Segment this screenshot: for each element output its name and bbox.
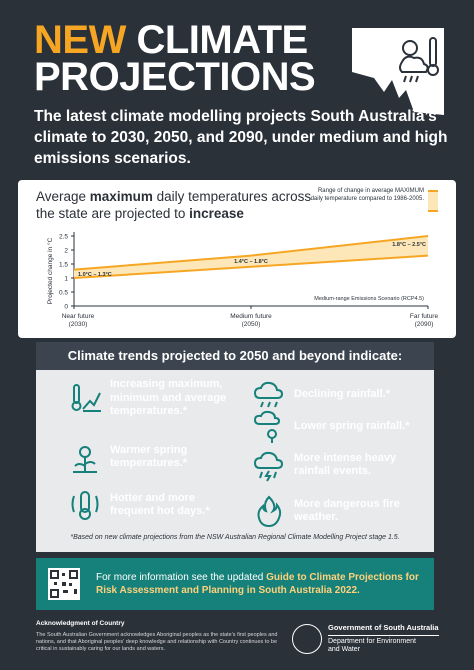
chart-heading-bold2: increase bbox=[189, 206, 244, 221]
south-australia-map-icon bbox=[352, 28, 444, 115]
spring-rain-icon bbox=[253, 410, 281, 443]
chart-heading-mid: daily temperatures across the state are … bbox=[36, 189, 312, 221]
trend-text: Declining rainfall.* bbox=[294, 388, 390, 401]
trend-text: Hotter and more frequent hot days.* bbox=[110, 491, 210, 518]
trend-text: Lower spring rainfall.* bbox=[294, 420, 410, 433]
trend-item: Lower spring rainfall.* bbox=[252, 410, 424, 444]
chart-heading-bold: maximum bbox=[89, 189, 153, 204]
acknowledgment-text: The South Australian Government acknowle… bbox=[36, 632, 278, 652]
x-tick-label: Near future bbox=[62, 313, 95, 320]
y-tick-label: 1 bbox=[64, 276, 68, 283]
x-tick-label-year: (2050) bbox=[242, 321, 261, 328]
x-tick-label-year: (2090) bbox=[415, 321, 434, 328]
government-logo: Government of South Australia Department… bbox=[292, 623, 439, 655]
info-guide-link[interactable]: Guide to Climate Projections for Risk As… bbox=[96, 572, 419, 596]
chart-heading-pre: Average bbox=[36, 189, 90, 204]
x-tick-label-year: (2030) bbox=[69, 321, 88, 328]
trend-item: Hotter and more frequent hot days.* bbox=[68, 488, 230, 522]
temperature-chart: 0 0.5 1 1.5 2 2.5 Projected change in °C 1.0°C … bbox=[46, 232, 439, 328]
trend-text: More intense heavy rainfall events. bbox=[294, 451, 397, 478]
trend-item: Increasing maximum, minimum and average … bbox=[68, 378, 230, 419]
title-accent: NEW bbox=[34, 18, 126, 62]
hot-thermometer-icon bbox=[71, 491, 99, 520]
data-label: 1.0°C – 1.3°C bbox=[78, 272, 112, 278]
data-label: 1.4°C – 1.8°C bbox=[234, 259, 268, 265]
warm-flower-icon bbox=[73, 446, 97, 473]
info-pre: For more information see the updated bbox=[96, 572, 267, 583]
y-tick-label: 1.5 bbox=[59, 262, 68, 269]
trend-item: Warmer spring temperatures.* bbox=[68, 440, 230, 474]
acknowledgment-title: Acknowledgment of Country bbox=[36, 620, 125, 627]
scenario-label: Medium-range Emissions Scenario (RCP4.5) bbox=[314, 296, 424, 302]
storm-cloud-icon bbox=[253, 451, 284, 482]
chart-legend-swatch bbox=[428, 190, 438, 212]
info-banner: For more information see the updated Gui… bbox=[36, 558, 434, 610]
crest-icon bbox=[292, 624, 322, 655]
department-line2: and Water bbox=[328, 646, 361, 653]
trend-text: Warmer spring temperatures.* bbox=[110, 443, 188, 470]
x-tick-label: Medium future bbox=[230, 313, 272, 320]
trend-item: Declining rainfall.* bbox=[252, 378, 424, 412]
x-tick-label: Far future bbox=[410, 313, 439, 320]
footnote: *Based on new climate projections from t… bbox=[70, 534, 400, 541]
trend-item: More dangerous fire weather. bbox=[252, 494, 414, 528]
rain-cloud-icon bbox=[253, 381, 284, 408]
trend-item: More intense heavy rainfall events. bbox=[252, 448, 424, 482]
trends-panel bbox=[36, 342, 434, 552]
intro-text: The latest climate modelling projects So… bbox=[34, 108, 448, 167]
y-tick-label: 2.5 bbox=[59, 234, 68, 241]
page-title: NEW CLIMATE PROJECTIONS bbox=[34, 20, 316, 99]
trend-text: More dangerous fire weather. bbox=[294, 497, 400, 524]
trend-text: Increasing maximum, minimum and average … bbox=[110, 378, 227, 417]
upper-series-line bbox=[73, 235, 429, 271]
fire-icon bbox=[257, 495, 282, 528]
chart-heading: Average maximum daily temperatures acros… bbox=[36, 188, 316, 222]
lower-series-line bbox=[73, 254, 429, 279]
trends-title: Climate trends projected to 2050 and bey… bbox=[36, 342, 434, 370]
title-line2: PROJECTIONS bbox=[34, 55, 316, 99]
gov-name: Government of South Australia bbox=[328, 623, 439, 636]
qr-code-icon[interactable] bbox=[48, 568, 80, 600]
title-line1: CLIMATE bbox=[125, 18, 308, 62]
thermometer-graph-icon bbox=[71, 384, 101, 413]
y-tick-label: 2 bbox=[64, 248, 68, 255]
y-axis-label: Projected change in °C bbox=[46, 237, 54, 304]
y-tick-label: 0 bbox=[64, 304, 68, 311]
data-label: 1.8°C – 2.5°C bbox=[392, 242, 426, 248]
chart-card: Average maximum daily temperatures acros… bbox=[18, 180, 456, 338]
chart-legend-text: Range of change in average MAXIMUM daily… bbox=[310, 188, 424, 202]
department-line1: Department for Environment bbox=[328, 637, 416, 645]
y-tick-label: 0.5 bbox=[59, 290, 68, 297]
info-text: For more information see the updated Gui… bbox=[96, 571, 434, 597]
